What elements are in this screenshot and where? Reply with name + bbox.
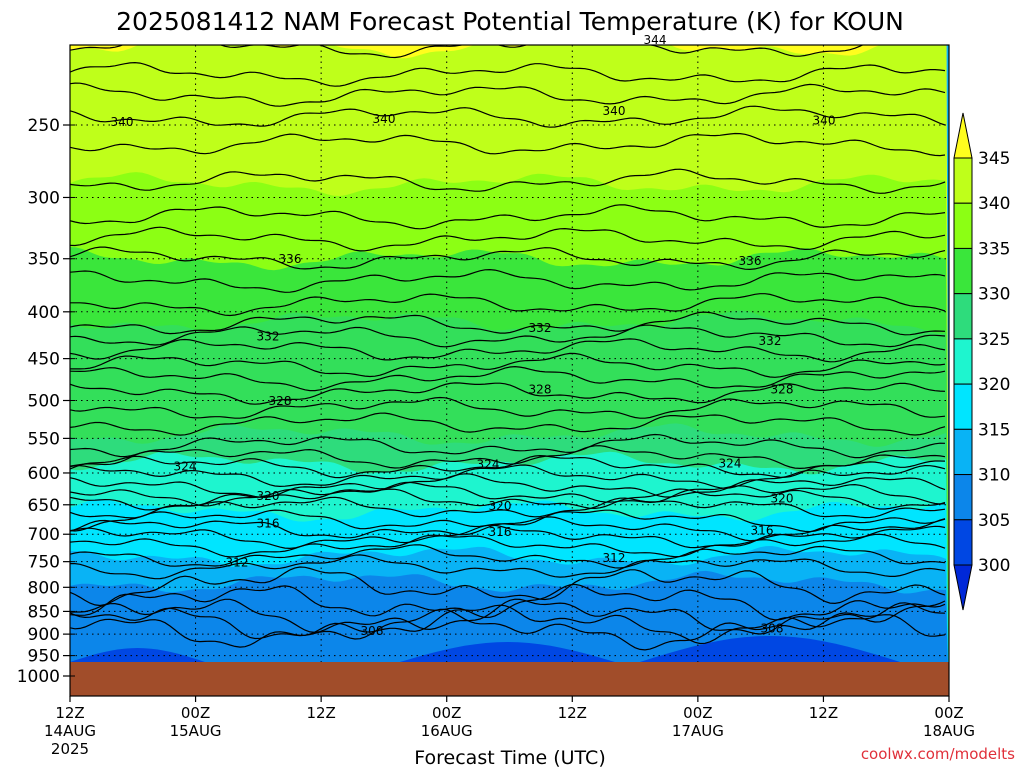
colorbar-segment	[954, 429, 972, 474]
x-axis-label: Forecast Time (UTC)	[414, 747, 605, 768]
x-tick-time: 12Z	[809, 704, 838, 722]
x-tick-time: 00Z	[432, 704, 461, 722]
y-tick-label-1000: 1000	[17, 667, 60, 687]
y-tick-label-400: 400	[28, 303, 60, 323]
y-tick-label-950: 950	[28, 647, 60, 667]
colorbar-segment	[954, 384, 972, 429]
contour-label-340: 340	[111, 115, 134, 129]
y-tick-label-900: 900	[28, 625, 60, 645]
ground-surface	[70, 662, 949, 696]
x-tick-date: 16AUG	[421, 722, 473, 740]
contour-label-312: 312	[603, 551, 626, 565]
contour-label-332: 332	[759, 334, 782, 348]
x-tick-time: 00Z	[181, 704, 210, 722]
y-tick-label-500: 500	[28, 392, 60, 412]
y-tick-label-850: 850	[28, 602, 60, 622]
colorbar-segment	[954, 475, 972, 520]
contour-label-308: 308	[361, 624, 384, 638]
y-tick-label-700: 700	[28, 525, 60, 545]
x-tick-date: 14AUG	[44, 722, 96, 740]
contour-label-340: 340	[373, 112, 396, 126]
credit-text: coolwx.com/modelts	[861, 745, 1015, 763]
contour-label-320: 320	[257, 489, 280, 503]
chart-title: 2025081412 NAM Forecast Potential Temper…	[116, 7, 904, 36]
contour-label-332: 332	[257, 330, 280, 344]
x-tick-date: 15AUG	[170, 722, 222, 740]
y-tick-label-550: 550	[28, 429, 60, 449]
colorbar-label-315: 315	[978, 420, 1010, 440]
contour-label-324: 324	[719, 456, 742, 470]
colorbar-label-330: 330	[978, 285, 1010, 305]
y-axis: 250 300 350 400 450 500 550 600 650 700 750 800 850 9…	[17, 116, 75, 687]
colorbar-label-345: 345	[978, 149, 1010, 169]
contour-label-324: 324	[174, 460, 197, 474]
colorbar-label-335: 335	[978, 239, 1010, 259]
colorbar-segment	[954, 294, 972, 339]
colorbar-segment	[954, 248, 972, 293]
y-tick-label-600: 600	[28, 464, 60, 484]
contour-label-328: 328	[771, 383, 794, 397]
x-tick-time: 12Z	[55, 704, 84, 722]
x-tick-time: 12Z	[306, 704, 335, 722]
contour-line	[70, 0, 945, 6]
colorbar-label-300: 300	[978, 556, 1010, 576]
y-tick-label-350: 350	[28, 250, 60, 270]
colorbar-segment	[954, 520, 972, 565]
colorbar: 345 340 335 330 325 320 315 310 305 300	[954, 113, 1010, 610]
contour-label-336: 336	[739, 254, 762, 268]
contour-label-336: 336	[279, 252, 302, 266]
x-tick-date: 18AUG	[923, 722, 975, 740]
contour-label-328: 328	[529, 383, 552, 397]
contour-label-340: 340	[813, 114, 836, 128]
colorbar-bottom-arrow	[954, 565, 972, 610]
x-tick-date: 17AUG	[672, 722, 724, 740]
contour-label-344: 344	[644, 33, 667, 47]
x-tick-time: 00Z	[934, 704, 963, 722]
contour-label-324: 324	[477, 457, 500, 471]
y-tick-label-650: 650	[28, 496, 60, 516]
x-tick-time: 00Z	[683, 704, 712, 722]
x-tick-year: 2025	[51, 740, 89, 758]
colorbar-segment	[954, 203, 972, 248]
contour-label-340: 340	[603, 104, 626, 118]
contour-label-308: 308	[761, 621, 784, 635]
contour-label-312: 312	[226, 556, 249, 570]
colorbar-label-320: 320	[978, 375, 1010, 395]
colorbar-segment	[954, 339, 972, 384]
colorbar-label-340: 340	[978, 194, 1010, 214]
plot-area	[70, 0, 949, 716]
y-tick-label-450: 450	[28, 350, 60, 370]
y-tick-label-250: 250	[28, 116, 60, 136]
y-tick-label-300: 300	[28, 188, 60, 208]
colorbar-label-310: 310	[978, 466, 1010, 486]
colorbar-label-325: 325	[978, 330, 1010, 350]
contour-label-316: 316	[257, 517, 280, 531]
y-tick-label-800: 800	[28, 578, 60, 598]
y-tick-label-750: 750	[28, 553, 60, 573]
contour-label-328: 328	[269, 394, 292, 408]
contour-label-332: 332	[529, 321, 552, 335]
contour-label-316: 316	[751, 524, 774, 538]
contour-label-320: 320	[771, 491, 794, 505]
colorbar-top-arrow	[954, 113, 972, 158]
colorbar-segment	[954, 158, 972, 203]
contour-label-320: 320	[489, 499, 512, 513]
contour-label-316: 316	[489, 525, 512, 539]
x-tick-time: 12Z	[558, 704, 587, 722]
colorbar-label-305: 305	[978, 511, 1010, 531]
